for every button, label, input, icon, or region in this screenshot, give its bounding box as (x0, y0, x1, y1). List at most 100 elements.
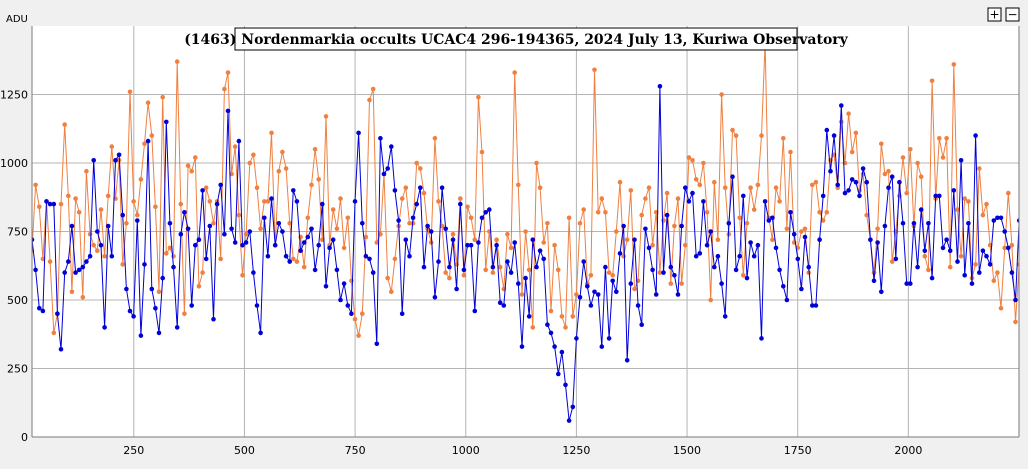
data-point (139, 333, 144, 338)
data-point (378, 136, 383, 141)
data-point (251, 270, 256, 275)
data-point (33, 183, 38, 188)
data-point (393, 188, 398, 193)
data-point (567, 216, 572, 221)
data-point (549, 331, 554, 336)
data-point (240, 273, 245, 278)
data-point (422, 265, 427, 270)
data-point (146, 100, 151, 105)
x-tick-label: 1750 (784, 444, 812, 457)
data-point (128, 309, 133, 314)
data-point (578, 295, 583, 300)
data-point (385, 166, 390, 171)
data-point (952, 188, 957, 193)
data-point (233, 240, 238, 245)
data-point (683, 185, 688, 190)
zoom-out-button[interactable]: − (1006, 8, 1019, 22)
data-point (186, 227, 191, 232)
data-point (890, 174, 895, 179)
data-point (346, 303, 351, 308)
data-point (440, 185, 445, 190)
data-point (59, 347, 64, 352)
data-point (716, 237, 721, 242)
data-point (981, 248, 986, 253)
data-point (552, 243, 557, 248)
data-point (574, 292, 579, 297)
data-point (371, 87, 376, 92)
data-point (262, 216, 267, 221)
data-point (923, 248, 928, 253)
data-point (142, 262, 147, 267)
data-point (193, 243, 198, 248)
data-point (785, 298, 790, 303)
data-point (186, 163, 191, 168)
data-point (302, 240, 307, 245)
data-point (545, 322, 550, 327)
data-point (999, 216, 1004, 221)
data-point (556, 372, 561, 377)
data-point (763, 199, 768, 204)
data-point (705, 210, 710, 215)
data-point (306, 216, 311, 221)
data-point (698, 183, 703, 188)
data-point (131, 199, 136, 204)
data-point (124, 287, 129, 292)
data-point (781, 284, 786, 289)
data-point (632, 237, 637, 242)
data-point (872, 279, 877, 284)
data-point (523, 276, 528, 281)
data-point (182, 311, 187, 316)
data-point (785, 227, 790, 232)
data-point (690, 191, 695, 196)
data-point (777, 268, 782, 273)
zoom-in-button[interactable]: + (988, 8, 1001, 22)
data-point (654, 292, 659, 297)
data-point (487, 207, 492, 212)
data-point (701, 199, 706, 204)
data-point (120, 262, 125, 267)
data-point (113, 158, 118, 163)
data-point (62, 122, 67, 127)
data-point (698, 251, 703, 256)
data-point (480, 150, 485, 155)
data-point (737, 254, 742, 259)
data-point (505, 232, 510, 237)
data-point (944, 136, 949, 141)
data-point (266, 199, 271, 204)
data-point (988, 262, 993, 267)
x-tick-label: 750 (345, 444, 366, 457)
data-point (756, 243, 761, 248)
data-point (712, 265, 717, 270)
data-point (269, 196, 274, 201)
data-point (959, 254, 964, 259)
data-point (443, 227, 448, 232)
data-point (131, 314, 136, 319)
data-point (189, 303, 194, 308)
data-point (534, 265, 539, 270)
data-point (400, 311, 405, 316)
data-point (295, 259, 300, 264)
data-point (331, 237, 336, 242)
data-point (730, 128, 735, 133)
data-point (948, 248, 953, 253)
data-point (327, 246, 332, 251)
data-point (160, 95, 165, 100)
data-point (189, 169, 194, 174)
data-point (705, 243, 710, 248)
data-point (759, 133, 764, 138)
data-point (748, 185, 753, 190)
data-point (872, 270, 877, 275)
data-point (901, 155, 906, 160)
data-point (204, 257, 209, 262)
data-point (255, 303, 260, 308)
data-point (788, 210, 793, 215)
data-point (857, 194, 862, 199)
data-point (179, 202, 184, 207)
data-point (926, 268, 931, 273)
data-point (211, 317, 216, 322)
data-point (803, 227, 808, 232)
data-point (995, 270, 1000, 275)
x-tick-label: 1500 (673, 444, 701, 457)
x-tick-label: 250 (123, 444, 144, 457)
data-point (756, 183, 761, 188)
